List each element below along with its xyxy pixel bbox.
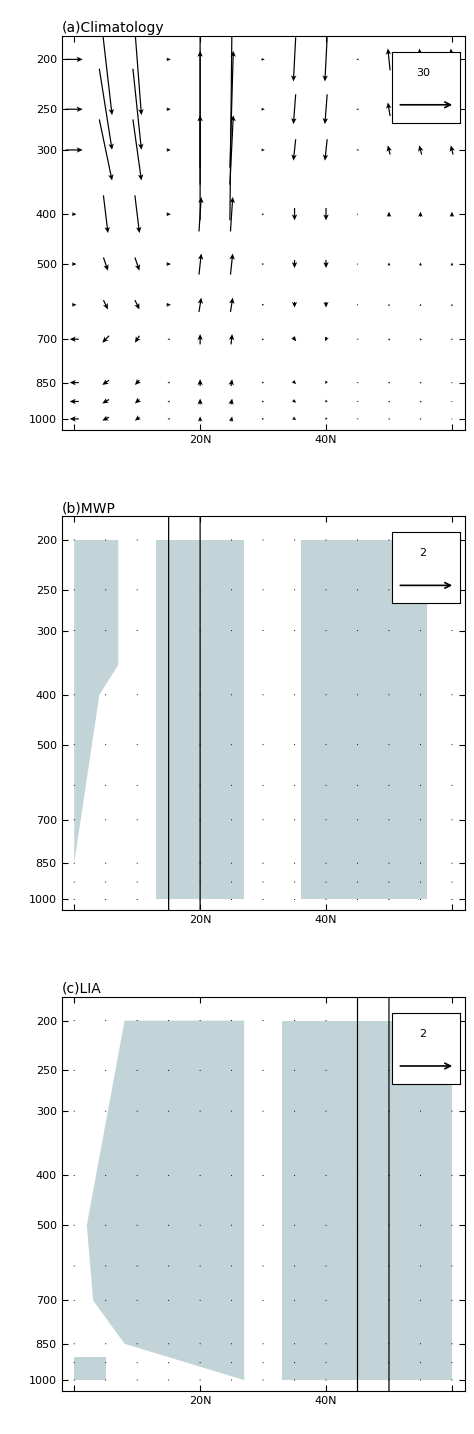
- Polygon shape: [156, 541, 244, 899]
- Polygon shape: [301, 541, 427, 899]
- Polygon shape: [282, 1021, 452, 1380]
- Text: (b)MWP: (b)MWP: [62, 502, 116, 515]
- Polygon shape: [74, 541, 118, 863]
- Text: (a)Climatology: (a)Climatology: [62, 20, 164, 34]
- Polygon shape: [87, 1021, 244, 1380]
- Text: (c)LIA: (c)LIA: [62, 982, 101, 995]
- Polygon shape: [74, 1357, 106, 1380]
